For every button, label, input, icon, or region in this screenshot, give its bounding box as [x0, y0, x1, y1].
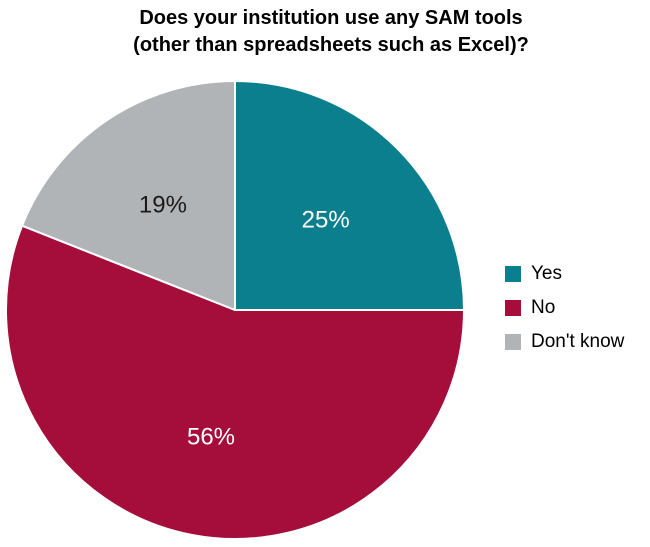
slice-value-label-yes: 25% [302, 207, 350, 234]
pie-slice-no [5, 224, 465, 540]
chart-title: Does your institution use any SAM tools … [6, 5, 650, 59]
legend-item-no: No [505, 297, 624, 319]
pie-slice-don-t-know [21, 80, 236, 311]
legend-swatch-don-t-know [505, 334, 521, 350]
legend-swatch-no [505, 300, 521, 316]
slice-value-label-don-t-know: 19% [139, 191, 187, 218]
chart-title-line-1: Does your institution use any SAM tools [139, 7, 523, 29]
legend-label-don-t-know: Don't know [531, 331, 625, 352]
legend-swatch-yes [505, 266, 521, 282]
slice-value-label-no: 56% [187, 423, 235, 450]
legend-item-don-t-know: Don't know [505, 331, 624, 353]
legend: Yes No Don't know [505, 263, 624, 365]
legend-label-yes: Yes [531, 263, 562, 284]
pie-slice-yes [234, 80, 465, 311]
chart-title-line-2: (other than spreadsheets such as Excel)? [133, 34, 529, 56]
legend-item-yes: Yes [505, 263, 624, 285]
legend-label-no: No [531, 297, 556, 318]
pie-chart: 25% 56% 19% [5, 80, 465, 540]
